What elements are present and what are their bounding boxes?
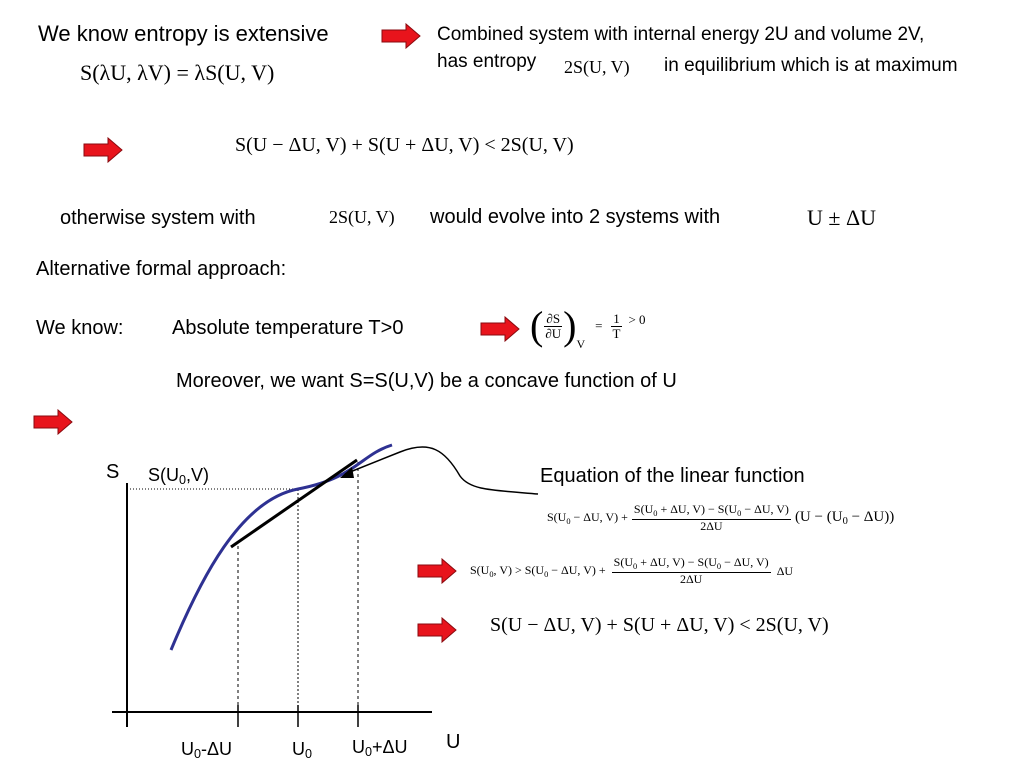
- u-plus-minus-du: U ± ΔU: [807, 205, 876, 230]
- extensive-equation: S(λU, λV) = λS(U, V): [80, 60, 275, 85]
- alternative-approach-heading: Alternative formal approach:: [36, 258, 287, 280]
- combined-has-entropy: has entropy: [437, 51, 537, 72]
- slope-fraction: S(U0 + ΔU, V) − S(U0 − ΔU, V) 2ΔU: [631, 502, 791, 534]
- right-paren: ): [563, 303, 577, 348]
- pointer-line: [344, 446, 539, 495]
- entropy-curve: [169, 443, 393, 651]
- greater-than-zero: > 0: [628, 312, 646, 327]
- chord-line: [230, 458, 358, 549]
- linear-function-title: Equation of the linear function: [540, 465, 805, 487]
- left-paren: (: [530, 303, 544, 348]
- slope-fraction-2: S(U0 + ΔU, V) − S(U0 − ΔU, V) 2ΔU: [611, 555, 771, 587]
- absolute-temperature-text: Absolute temperature T>0: [172, 317, 404, 339]
- we-know-label: We know:: [36, 317, 124, 339]
- equals-sign: =: [595, 318, 603, 333]
- tick-label-u0-minus-du: U0-ΔU: [181, 739, 233, 761]
- fraction-denominator: T: [612, 325, 621, 341]
- combined-entropy-equation: 2S(U, V): [564, 57, 630, 77]
- one-over-t: 1 T: [610, 312, 622, 340]
- linear-function-equation: S(U0 − ΔU, V) + S(U0 + ΔU, V) − S(U0 − Δ…: [547, 502, 895, 534]
- y-axis-label: S: [106, 461, 120, 483]
- combined-equilibrium-text: in equilibrium which is at maximum: [664, 55, 958, 76]
- x-axis-label: U: [446, 731, 461, 753]
- red-right-arrow-icon: [381, 23, 421, 49]
- entropy-extensive-text: We know entropy is extensive: [38, 21, 329, 46]
- temperature-derivative-formula: ( ∂S ∂U ) V = 1 T > 0: [530, 296, 646, 356]
- partial-derivative: ∂S ∂U: [543, 312, 563, 340]
- concave-function-text: Moreover, we want S=S(U,V) be a concave …: [176, 370, 677, 392]
- curve-label-s-u0-v: S(U0,V): [148, 465, 210, 487]
- tick-label-u0-plus-du: U0+ΔU: [352, 737, 408, 759]
- linear-inequality: S(U0, V) > S(U0 − ΔU, V) + S(U0 + ΔU, V)…: [470, 555, 794, 587]
- concavity-inequality: S(U − ΔU, V) + S(U + ΔU, V) < 2S(U, V): [235, 134, 574, 156]
- final-inequality: S(U − ΔU, V) + S(U + ΔU, V) < 2S(U, V): [490, 614, 829, 636]
- red-right-arrow-icon: [417, 617, 457, 643]
- red-right-arrow-icon: [417, 558, 457, 584]
- pointer-arrowhead: [340, 467, 354, 478]
- otherwise-equation: 2S(U, V): [329, 207, 395, 227]
- red-right-arrow-icon: [33, 409, 73, 435]
- partial-subscript: V: [576, 336, 586, 351]
- otherwise-text: otherwise system with: [60, 207, 256, 229]
- evolve-text: would evolve into 2 systems with: [430, 206, 721, 228]
- partial-numerator: ∂S: [544, 310, 563, 327]
- red-right-arrow-icon: [83, 137, 123, 163]
- fraction-numerator: 1: [611, 310, 622, 327]
- partial-denominator: ∂U: [545, 325, 562, 341]
- red-right-arrow-icon: [480, 316, 520, 342]
- tick-label-u0: U0: [292, 739, 313, 761]
- combined-system-line1: Combined system with internal energy 2U …: [437, 24, 925, 45]
